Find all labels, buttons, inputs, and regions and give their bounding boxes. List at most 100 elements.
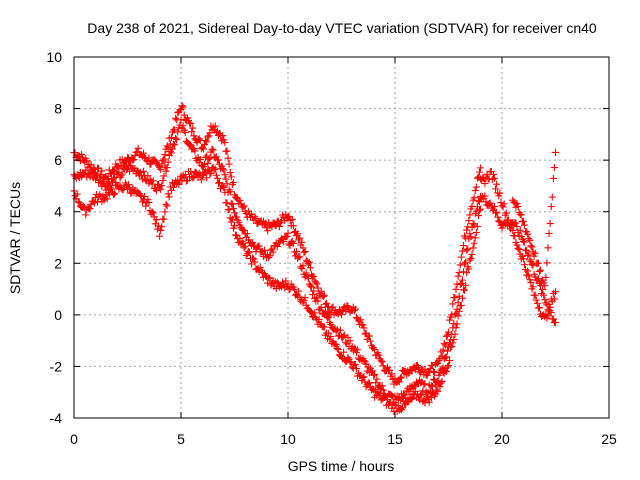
data-point bbox=[147, 160, 155, 168]
data-point bbox=[144, 195, 152, 203]
data-point bbox=[473, 223, 481, 231]
data-point bbox=[360, 356, 368, 364]
x-tick-label: 0 bbox=[70, 431, 78, 447]
data-point bbox=[177, 116, 185, 124]
data-point bbox=[451, 330, 459, 338]
data-point bbox=[164, 190, 172, 198]
data-point bbox=[82, 211, 90, 219]
data-point bbox=[496, 189, 504, 197]
data-point bbox=[178, 102, 186, 110]
data-point bbox=[98, 167, 106, 175]
data-marks bbox=[70, 102, 560, 415]
data-point bbox=[313, 280, 321, 288]
data-point bbox=[528, 260, 536, 268]
y-tick-label: -4 bbox=[50, 410, 63, 426]
data-point bbox=[299, 244, 307, 252]
data-point bbox=[463, 246, 471, 254]
data-point bbox=[152, 216, 160, 224]
data-point bbox=[118, 170, 126, 178]
data-point bbox=[306, 282, 315, 290]
data-point bbox=[377, 357, 385, 365]
data-point bbox=[210, 166, 218, 174]
data-point bbox=[313, 293, 321, 301]
data-point bbox=[301, 247, 309, 256]
data-point bbox=[534, 275, 542, 283]
data-point bbox=[158, 223, 166, 231]
data-point bbox=[535, 267, 543, 276]
data-point bbox=[359, 373, 367, 381]
data-point bbox=[227, 218, 235, 226]
data-point bbox=[513, 241, 521, 249]
data-point bbox=[514, 202, 522, 211]
data-point bbox=[175, 181, 183, 189]
data-point bbox=[141, 192, 149, 201]
data-point bbox=[419, 387, 427, 395]
data-point bbox=[324, 314, 332, 322]
data-point bbox=[388, 370, 396, 378]
data-point bbox=[310, 272, 318, 280]
data-point bbox=[512, 219, 520, 227]
data-point bbox=[189, 124, 197, 132]
data-point bbox=[451, 311, 459, 319]
data-point bbox=[540, 279, 548, 287]
data-point bbox=[284, 229, 292, 237]
data-point bbox=[148, 180, 156, 188]
data-point bbox=[366, 337, 374, 345]
data-point bbox=[73, 190, 81, 198]
data-point bbox=[547, 203, 555, 211]
data-point bbox=[481, 192, 489, 200]
data-point bbox=[379, 386, 387, 394]
data-point bbox=[489, 170, 497, 179]
data-point bbox=[251, 258, 259, 266]
data-point bbox=[474, 211, 483, 220]
data-point bbox=[477, 164, 485, 172]
data-point bbox=[173, 136, 181, 144]
data-point bbox=[77, 150, 86, 158]
data-point bbox=[111, 190, 119, 198]
data-point bbox=[235, 218, 243, 226]
data-point bbox=[320, 323, 328, 331]
data-point bbox=[354, 346, 362, 354]
data-point bbox=[221, 138, 229, 147]
data-point bbox=[337, 311, 346, 319]
data-point bbox=[520, 238, 529, 246]
data-point bbox=[543, 259, 551, 267]
data-point bbox=[438, 377, 446, 385]
data-point bbox=[100, 196, 108, 204]
data-point bbox=[472, 207, 480, 215]
data-point bbox=[492, 209, 500, 217]
data-point bbox=[86, 173, 94, 181]
axis-ticks bbox=[73, 56, 610, 419]
data-point bbox=[346, 358, 354, 366]
data-point bbox=[375, 351, 383, 359]
data-point bbox=[374, 349, 382, 357]
data-point bbox=[306, 308, 315, 316]
data-point bbox=[502, 209, 510, 217]
data-point bbox=[196, 155, 204, 164]
data-point bbox=[131, 151, 139, 160]
data-point bbox=[520, 261, 529, 269]
data-point bbox=[187, 141, 195, 149]
data-point bbox=[539, 276, 547, 284]
data-point bbox=[371, 370, 379, 378]
data-point bbox=[461, 286, 469, 294]
y-tick-labels: -4 -2 0 2 4 6 8 10 bbox=[46, 49, 62, 426]
data-point bbox=[444, 361, 453, 369]
plot-frame bbox=[73, 56, 610, 419]
data-point bbox=[469, 220, 477, 228]
data-point bbox=[240, 202, 248, 210]
data-point bbox=[340, 332, 348, 340]
data-point bbox=[494, 213, 502, 221]
data-point bbox=[396, 374, 404, 382]
data-point bbox=[388, 391, 396, 400]
data-point bbox=[472, 183, 480, 191]
data-point bbox=[433, 386, 441, 394]
data-point bbox=[309, 312, 317, 321]
data-point bbox=[514, 244, 522, 252]
data-point bbox=[130, 156, 138, 164]
data-point bbox=[315, 315, 323, 323]
data-point bbox=[526, 236, 534, 244]
data-point bbox=[116, 181, 124, 189]
data-point bbox=[428, 382, 436, 390]
data-point bbox=[300, 249, 308, 257]
